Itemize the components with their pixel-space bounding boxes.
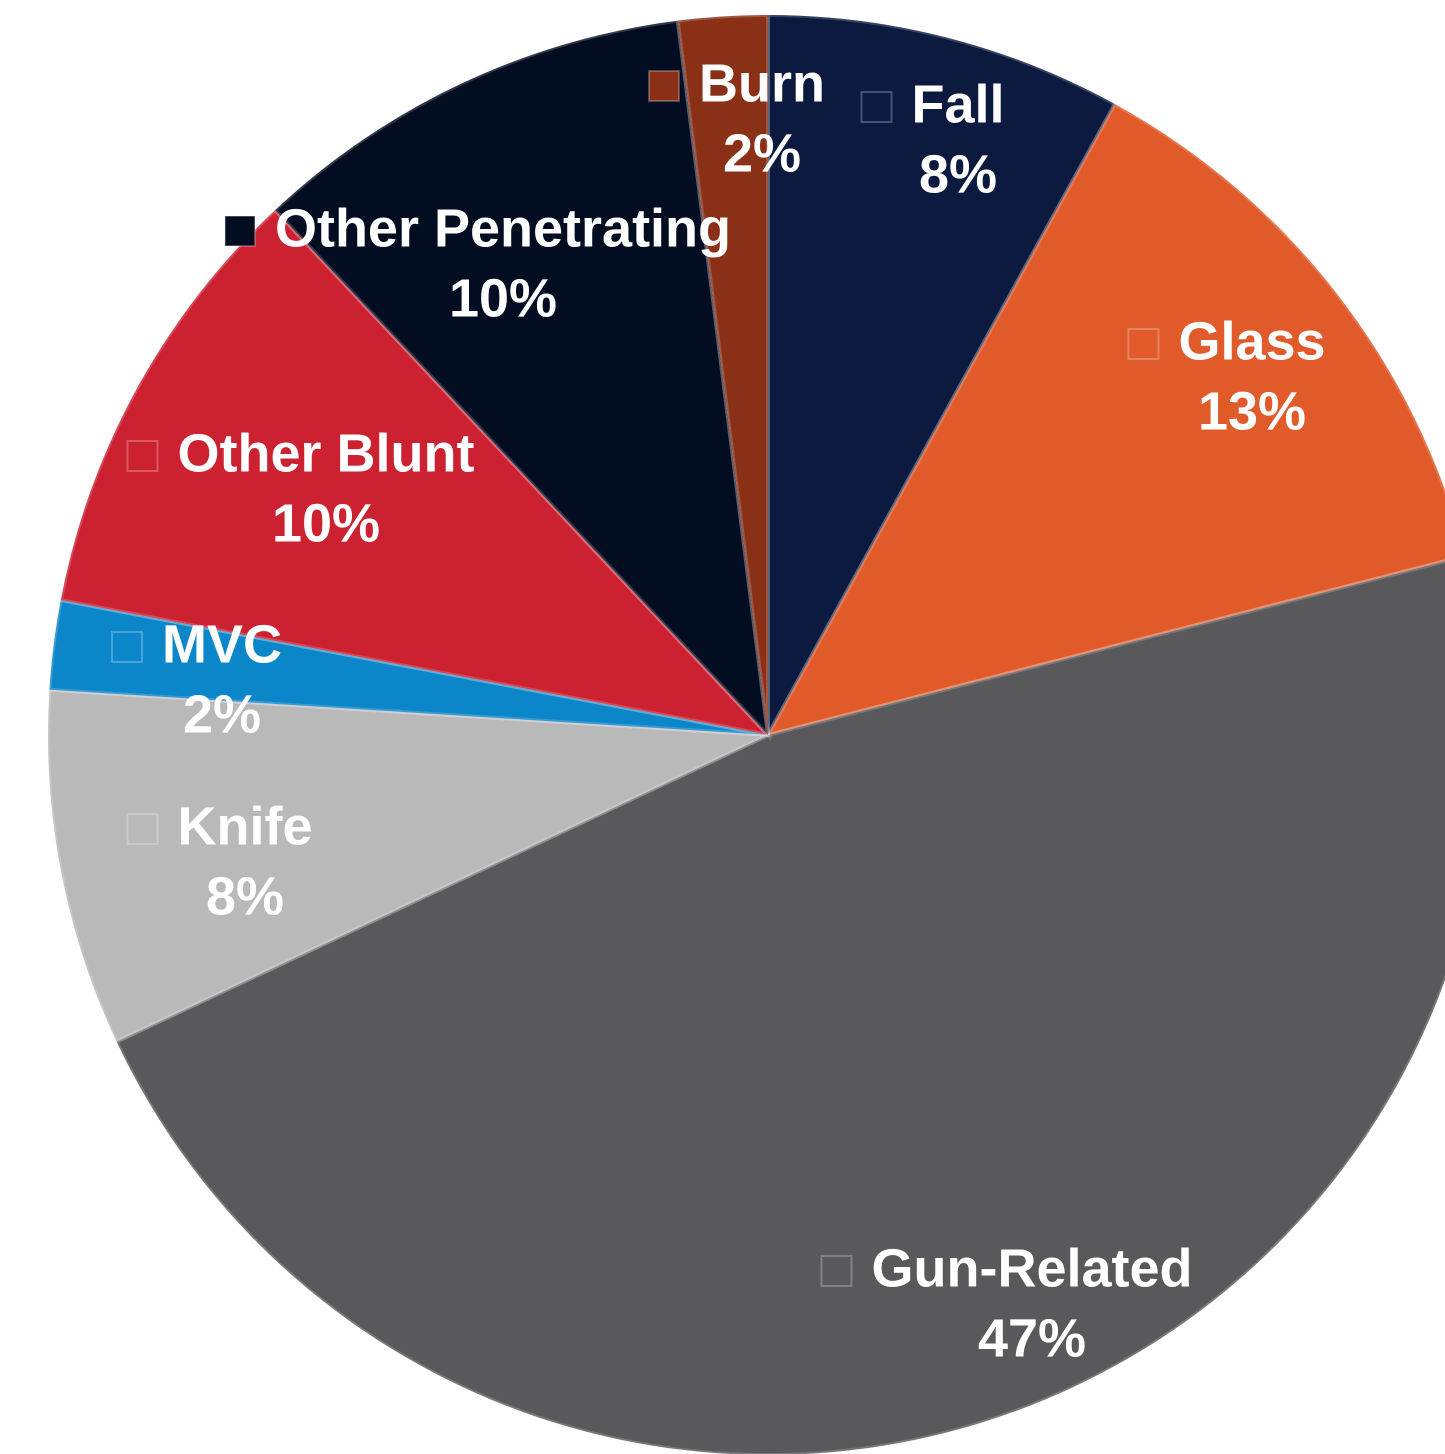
pie-slice	[766, 12, 1118, 736]
slice-label-name: Gun-Related	[871, 1238, 1192, 1298]
legend-swatch	[820, 1255, 853, 1287]
pie-slice	[272, 18, 771, 741]
pie-slice	[764, 101, 1445, 739]
legend-swatch	[111, 631, 143, 663]
slice-label-value: 8%	[919, 144, 997, 204]
pie-slice	[46, 687, 769, 1045]
legend-swatch	[648, 70, 681, 102]
slice-label-name: Other Blunt	[178, 423, 475, 483]
slice-label-value: 2%	[183, 684, 261, 744]
slice-label-value: 10%	[449, 268, 557, 328]
legend-swatch	[126, 813, 159, 845]
slice-label-name: Knife	[178, 796, 313, 856]
legend-swatch	[126, 440, 159, 472]
slice-label-name: Glass	[1178, 311, 1325, 371]
pie-slice	[675, 12, 770, 736]
slice-label-value: 10%	[272, 493, 380, 553]
slice-label-value: 2%	[723, 123, 801, 183]
slice-label-name: Other Penetrating	[275, 198, 731, 258]
slice-label-value: 47%	[978, 1308, 1086, 1368]
pie-slice	[47, 597, 769, 737]
slice-label-name: Fall	[911, 74, 1004, 134]
slice-label-name: Burn	[699, 53, 825, 113]
pie-slice	[113, 559, 1445, 1454]
legend-swatch	[860, 91, 893, 123]
legend-swatch	[1127, 328, 1160, 360]
slice-label-name: MVC	[162, 614, 282, 674]
legend-swatch	[223, 215, 256, 247]
slice-label-value: 8%	[206, 866, 284, 926]
slice-label-value: 13%	[1198, 381, 1306, 441]
